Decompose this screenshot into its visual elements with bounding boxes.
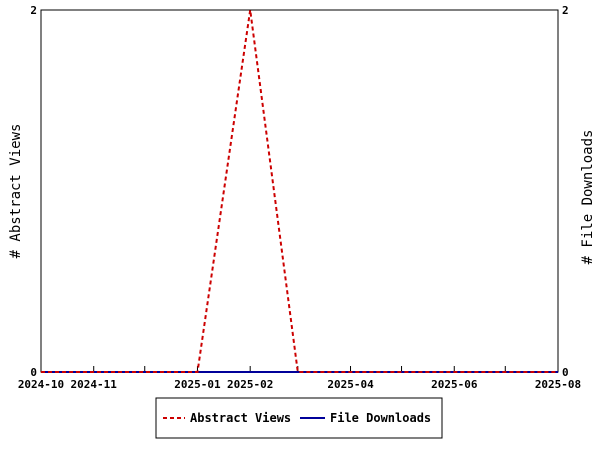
y-tick-label-left: 2	[30, 4, 37, 17]
x-tick-label: 2025-08	[535, 378, 581, 391]
x-tick-label: 2024-10	[18, 378, 64, 391]
y-tick-label-right: 2	[562, 4, 569, 17]
y-axis-right-title: # File Downloads	[580, 130, 596, 265]
x-tick-label: 2025-06	[431, 378, 478, 391]
legend-label-abstract-views: Abstract Views	[190, 411, 291, 425]
y-axis-left-title: # Abstract Views	[8, 124, 24, 259]
series-layer	[41, 9, 558, 373]
x-tick-label: 2025-04	[327, 378, 374, 391]
legend-label-file-downloads: File Downloads	[330, 411, 431, 425]
x-tick-label: 2025-02	[227, 378, 273, 391]
y-tick-label-left: 0	[30, 366, 37, 379]
plot-area	[40, 9, 559, 373]
x-tick-label: 2024-11	[71, 378, 118, 391]
y-tick-label-right: 0	[562, 366, 569, 379]
legend-box	[155, 397, 443, 439]
series-line-abstract-views	[41, 9, 558, 373]
x-tick-label: 2025-01	[174, 378, 221, 391]
x-axis: 2024-10 2024-11 2025-01 2025-02 2025-04 2025-…	[18, 366, 581, 391]
legend: Abstract Views File Downloads	[155, 397, 443, 439]
